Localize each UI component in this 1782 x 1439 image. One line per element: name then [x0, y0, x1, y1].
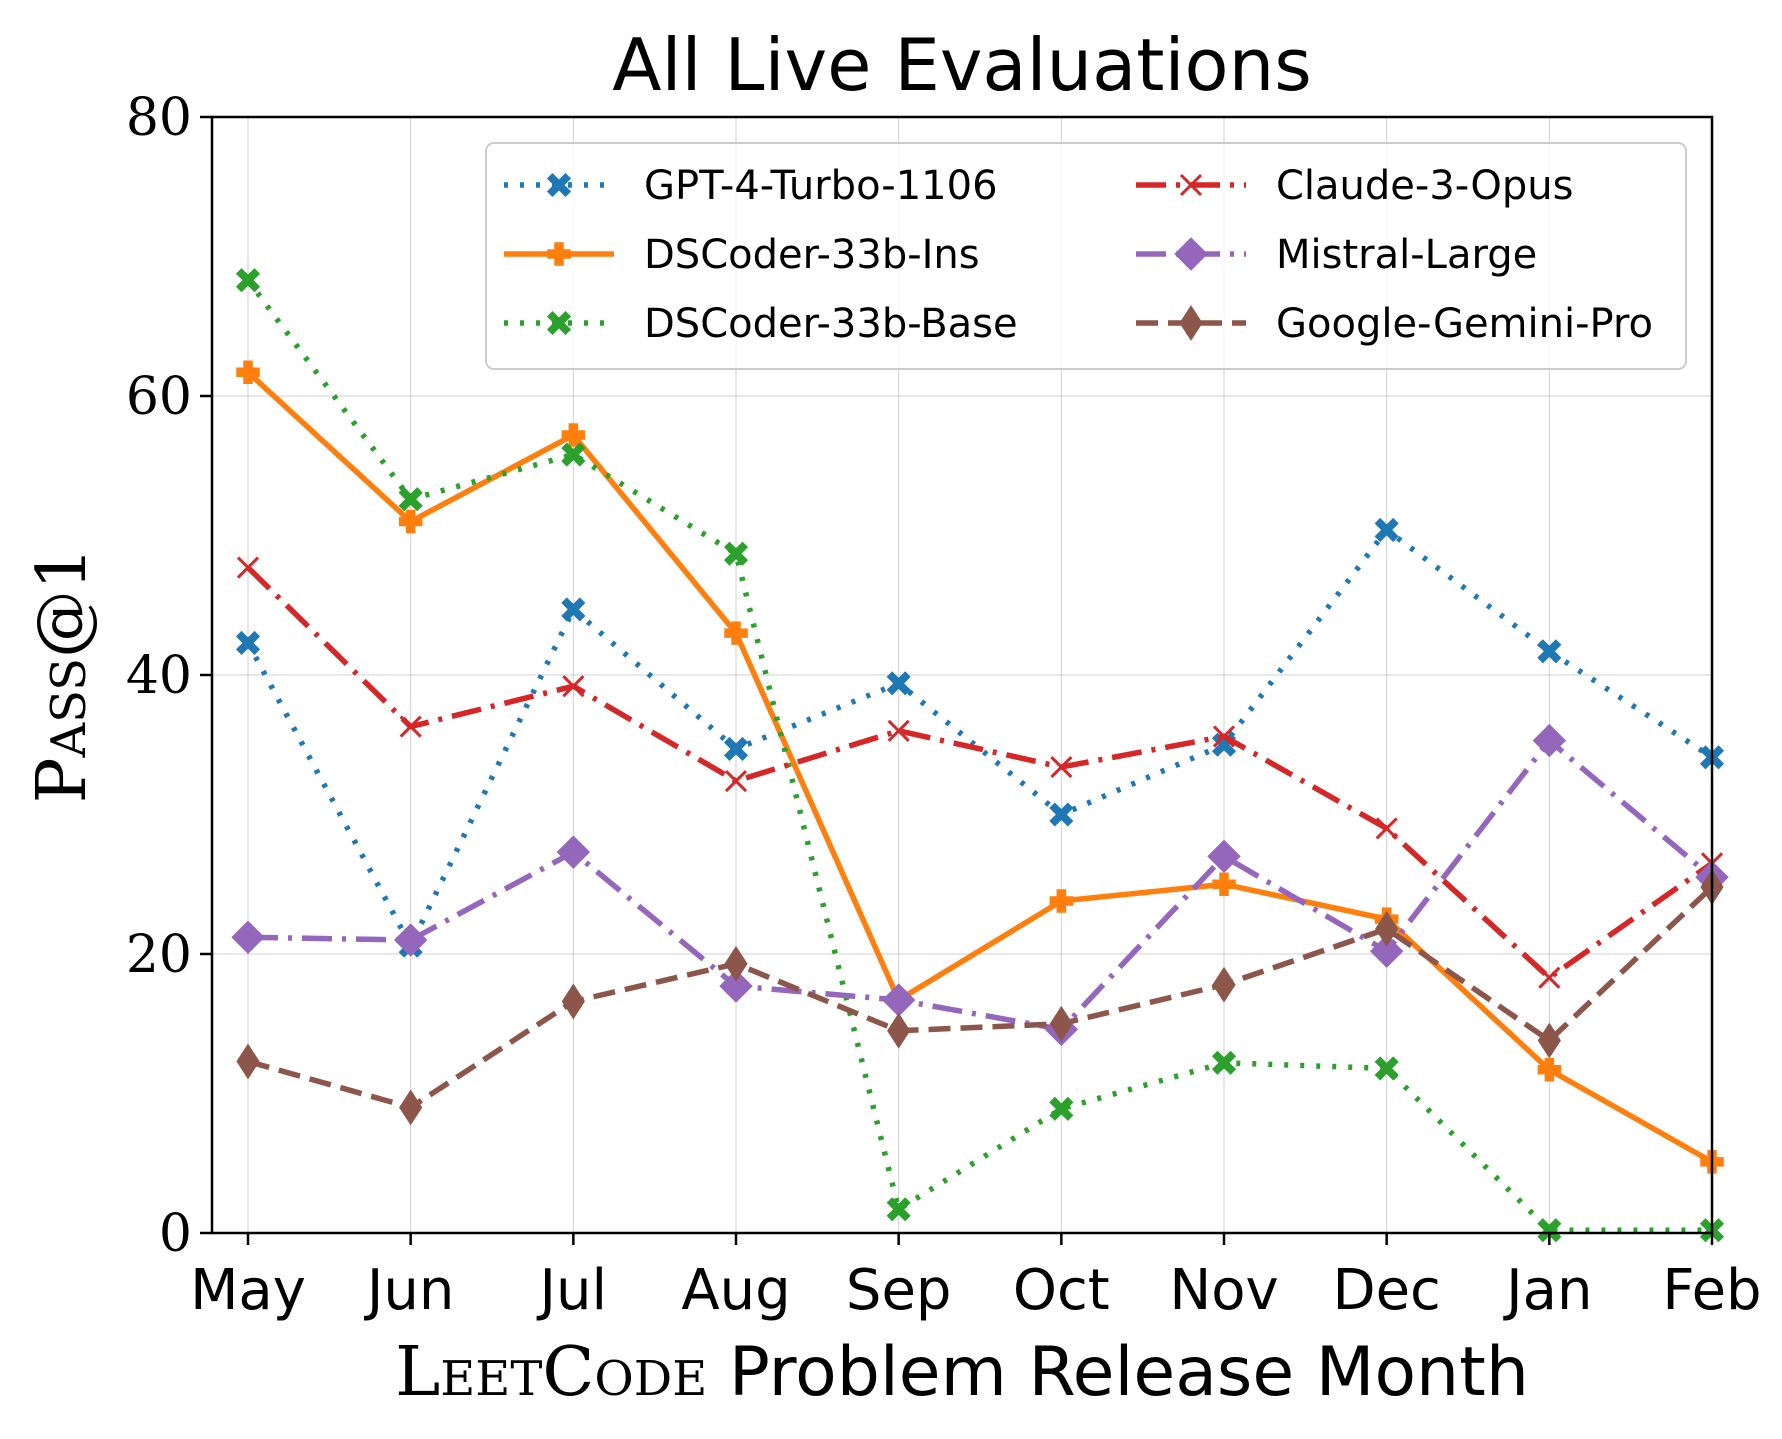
legend-entry: Mistral-Large: [1136, 232, 1537, 278]
legend-entry: DSCoder-33b-Ins: [504, 232, 980, 278]
data-point: [886, 1197, 911, 1222]
data-point: [1212, 872, 1236, 896]
data-point: [1212, 966, 1236, 1003]
y-axis: 0 20 40 60 80: [126, 88, 212, 1264]
data-point: [561, 983, 585, 1020]
x-axis-label-suffix: Problem Release Month: [707, 1333, 1529, 1412]
data-point: [1049, 802, 1074, 827]
x-tick-label: Oct: [1013, 1258, 1110, 1323]
data-point: [236, 556, 260, 579]
data-point: [1537, 1218, 1562, 1243]
legend-marker: [1174, 237, 1208, 271]
legend-entry: GPT-4-Turbo-1106: [504, 163, 998, 209]
x-tick-label: May: [190, 1258, 306, 1323]
data-point: [399, 715, 422, 738]
y-tick-label: 20: [126, 925, 192, 985]
data-point: [236, 360, 260, 385]
data-point: [724, 621, 748, 645]
chart-title: All Live Evaluations: [612, 23, 1311, 107]
data-point: [886, 671, 911, 696]
data-point: [1049, 889, 1074, 913]
y-tick-label: 80: [126, 88, 192, 148]
legend-label: Claude-3-Opus: [1276, 163, 1573, 209]
legend-marker: [1179, 305, 1203, 341]
legend-box: [485, 142, 1687, 370]
x-tick-label: Nov: [1169, 1258, 1278, 1323]
series-line: [245, 527, 1714, 949]
data-point: [556, 835, 591, 869]
x-tick-label: Jan: [1503, 1258, 1592, 1323]
legend-entry: Claude-3-Opus: [1136, 163, 1573, 209]
data-point: [561, 442, 586, 467]
data-point: [1369, 934, 1404, 968]
data-point: [1374, 1056, 1399, 1081]
data-point: [1049, 1005, 1073, 1042]
legend-label: GPT-4-Turbo-1106: [644, 163, 998, 209]
x-tick-label: Aug: [681, 1258, 790, 1323]
data-point: [231, 920, 265, 954]
legend-label: DSCoder-33b-Ins: [644, 232, 980, 278]
series-line: [247, 737, 1714, 1033]
data-point: [724, 769, 748, 793]
x-tick-label: Dec: [1332, 1258, 1440, 1323]
x-axis-label: LeetCode Problem Release Month: [395, 1333, 1529, 1412]
series-google-gemini-pro: [236, 869, 1724, 1126]
legend-marker: [546, 172, 572, 198]
data-point: [399, 1089, 423, 1126]
data-point: [398, 509, 423, 534]
data-point: [1375, 910, 1399, 947]
data-point: [723, 541, 749, 566]
y-tick-label: 0: [159, 1204, 192, 1264]
legend: GPT-4-Turbo-1106 DSCoder-33b-Ins DSCoder-3…: [485, 142, 1687, 370]
legend-marker: [1179, 173, 1203, 197]
legend-marker: [546, 310, 572, 336]
data-point: [235, 630, 261, 655]
data-point: [1050, 756, 1073, 779]
data-point: [887, 719, 910, 742]
data-point: [1049, 1096, 1074, 1121]
data-point: [398, 487, 423, 512]
data-point: [562, 675, 585, 698]
data-point: [1374, 517, 1399, 542]
data-point: [1537, 1022, 1561, 1059]
x-tick-label: Jul: [537, 1258, 608, 1323]
x-tick-label: Jun: [364, 1258, 455, 1323]
x-tick-label: Sep: [846, 1258, 952, 1323]
legend-entry: DSCoder-33b-Base: [504, 301, 1018, 347]
data-point: [561, 597, 586, 622]
x-axis-label-prefix: LeetCode: [395, 1333, 707, 1412]
y-tick-label: 60: [126, 367, 192, 427]
x-axis: May Jun Jul Aug Sep Oct Nov Dec Jan Feb: [190, 1233, 1762, 1323]
data-point: [1538, 966, 1561, 989]
legend-label: Mistral-Large: [1276, 232, 1537, 278]
y-axis-label: Pass@1: [23, 547, 102, 804]
data-point: [1375, 817, 1398, 840]
y-tick-label: 40: [126, 646, 192, 706]
series-line: [246, 565, 1714, 981]
legend-marker: [547, 242, 571, 266]
series-claude-3-opus: [236, 556, 1724, 989]
data-point: [719, 969, 753, 1003]
data-point: [723, 736, 749, 761]
data-point: [1211, 1050, 1237, 1075]
data-point: [1207, 839, 1241, 874]
data-point: [724, 945, 748, 982]
data-point: [1212, 725, 1236, 748]
data-point: [1537, 639, 1562, 664]
legend-entry: Google-Gemini-Pro: [1136, 301, 1653, 347]
data-point: [1532, 723, 1567, 758]
series-layer: [231, 268, 1729, 1243]
data-point: [236, 1043, 260, 1080]
x-tick-label: Feb: [1662, 1258, 1761, 1323]
series-line: [247, 885, 1714, 1111]
data-point: [887, 1012, 911, 1049]
legend-label: Google-Gemini-Pro: [1276, 301, 1653, 347]
data-point: [1537, 1058, 1562, 1082]
data-point: [393, 923, 428, 957]
data-point: [235, 268, 261, 293]
legend-label: DSCoder-33b-Base: [644, 301, 1018, 347]
series-line: [246, 370, 1714, 1165]
